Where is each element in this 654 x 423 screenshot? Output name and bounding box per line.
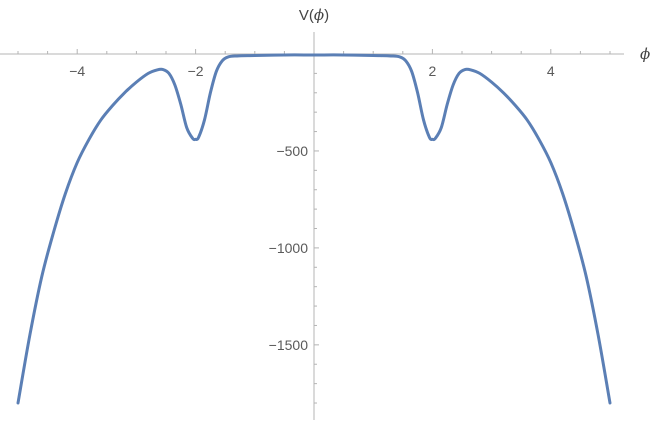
axes	[0, 32, 624, 420]
x-tick-label: −2	[188, 63, 204, 79]
series-curve	[16, 53, 612, 405]
x-tick-label: 4	[547, 63, 555, 79]
x-tick-label: 2	[429, 63, 437, 79]
ticks	[17, 49, 611, 404]
x-axis-label: ϕ	[640, 45, 650, 63]
y-axis-label: V(ϕ)	[299, 6, 329, 24]
y-axis-label-prefix: V(	[299, 7, 314, 24]
tick-labels: −4 −2 2 4 −500 −1000 −1500	[69, 63, 555, 353]
y-tick-label: −500	[276, 143, 308, 159]
y-tick-label: −1000	[269, 240, 309, 256]
x-tick-label: −4	[69, 63, 85, 79]
y-axis-label-suffix: )	[324, 7, 329, 24]
y-tick-label: −1500	[269, 337, 309, 353]
y-axis-label-symbol: ϕ	[314, 6, 324, 24]
